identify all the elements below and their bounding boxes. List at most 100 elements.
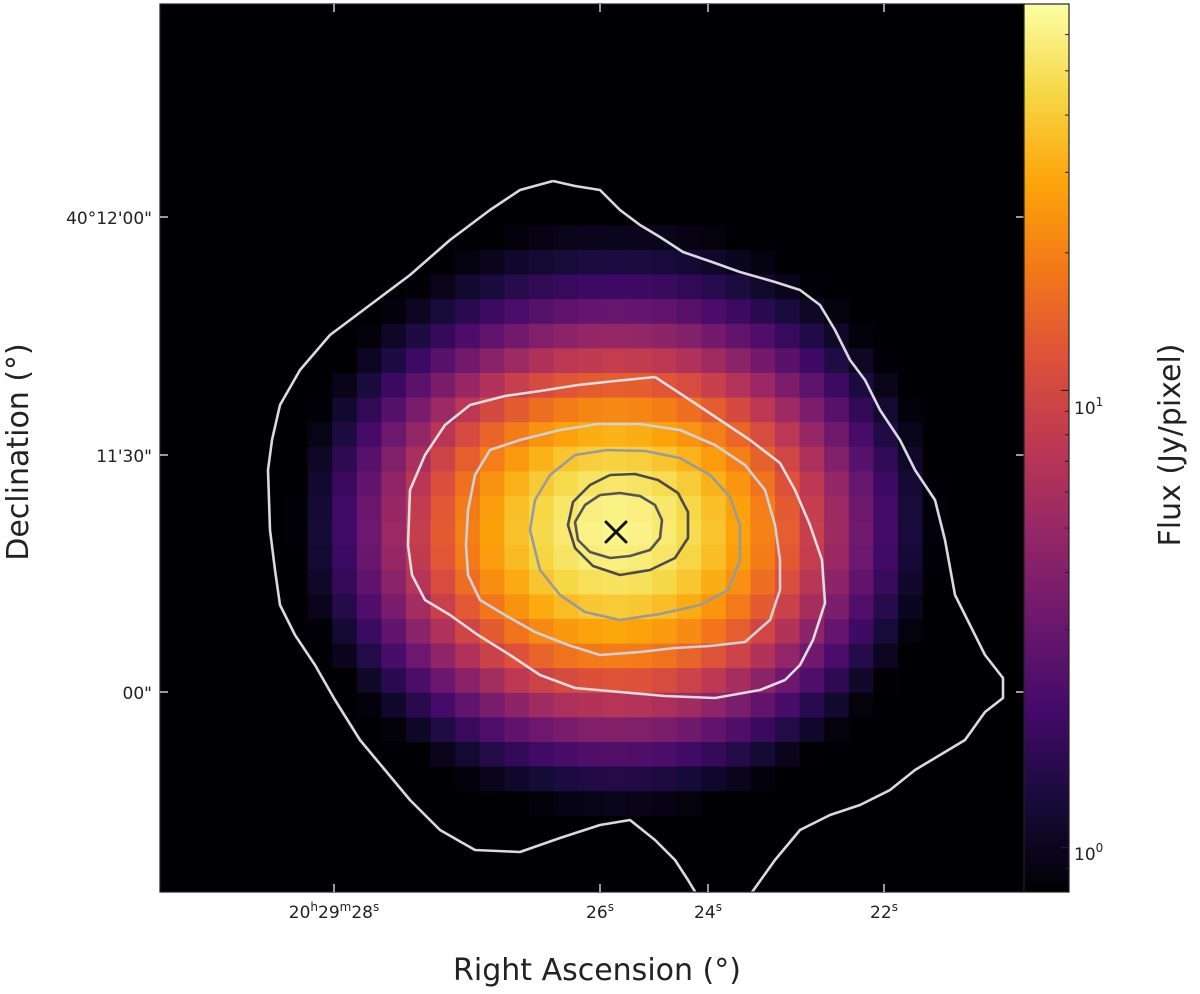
flux-pixel — [430, 446, 456, 472]
flux-pixel — [406, 889, 432, 892]
flux-pixel — [1021, 742, 1024, 768]
flux-pixel — [898, 791, 924, 817]
flux-pixel — [233, 446, 259, 472]
flux-pixel — [356, 397, 382, 423]
flux-pixel — [848, 643, 874, 669]
flux-pixel — [1021, 299, 1024, 325]
flux-pixel — [553, 53, 579, 79]
flux-pixel — [356, 815, 382, 841]
flux-pixel — [479, 692, 505, 718]
flux-pixel — [775, 742, 801, 768]
flux-pixel — [947, 225, 973, 251]
flux-pixel — [479, 766, 505, 792]
flux-pixel — [947, 791, 973, 817]
flux-pixel — [676, 28, 702, 54]
flux-pixel — [184, 176, 210, 202]
flux-pixel — [898, 102, 924, 128]
flux-pixel — [479, 619, 505, 645]
flux-pixel — [676, 742, 702, 768]
flux-pixel — [898, 4, 924, 30]
flux-pixel — [283, 791, 309, 817]
flux-pixel — [922, 151, 948, 177]
contour-level-1 — [266, 179, 697, 892]
flux-pixel — [504, 53, 530, 79]
flux-pixel — [455, 323, 481, 349]
flux-pixel — [209, 422, 235, 448]
flux-pixel — [824, 496, 850, 522]
flux-pixel — [233, 250, 259, 276]
flux-pixel — [947, 77, 973, 103]
flux-pixel — [873, 643, 899, 669]
flux-pixel — [553, 102, 579, 128]
flux-pixel — [627, 766, 653, 792]
flux-pixel — [873, 348, 899, 374]
flux-pixel — [209, 545, 235, 571]
flux-pixel — [947, 200, 973, 226]
flux-pixel — [627, 250, 653, 276]
flux-pixel — [676, 717, 702, 743]
flux-pixel — [258, 102, 284, 128]
flux-pixel — [332, 4, 358, 30]
flux-pixel — [307, 28, 333, 54]
flux-pixel — [898, 594, 924, 620]
flux-pixel — [356, 28, 382, 54]
flux-pixel — [283, 717, 309, 743]
flux-pixel — [676, 397, 702, 423]
flux-pixel — [381, 102, 407, 128]
flux-pixel — [873, 422, 899, 448]
flux-pixel — [184, 4, 210, 30]
flux-pixel — [332, 520, 358, 546]
flux-pixel — [233, 692, 259, 718]
flux-pixel — [332, 28, 358, 54]
flux-pixel — [529, 889, 555, 892]
flux-pixel — [873, 692, 899, 718]
flux-pixel — [381, 496, 407, 522]
flux-pixel — [307, 619, 333, 645]
flux-pixel — [209, 766, 235, 792]
flux-pixel — [602, 791, 628, 817]
flux-pixel — [209, 791, 235, 817]
flux-pixel — [209, 471, 235, 497]
flux-pixel — [258, 348, 284, 374]
contour-level-1b — [552, 179, 1005, 892]
flux-pixel — [307, 791, 333, 817]
flux-pixel — [233, 791, 259, 817]
flux-pixel — [873, 865, 899, 891]
flux-pixel — [627, 643, 653, 669]
flux-pixel — [701, 742, 727, 768]
flux-pixel — [627, 77, 653, 103]
flux-pixel — [824, 102, 850, 128]
flux-pixel — [184, 668, 210, 694]
flux-pixel — [307, 151, 333, 177]
flux-pixel — [947, 471, 973, 497]
flux-pixel — [922, 865, 948, 891]
flux-pixel — [996, 323, 1022, 349]
flux-pixel — [627, 4, 653, 30]
flux-pixel — [233, 102, 259, 128]
flux-pixel — [529, 643, 555, 669]
flux-pixel — [381, 520, 407, 546]
flux-pixel — [701, 496, 727, 522]
flux-pixel — [381, 422, 407, 448]
flux-pixel — [356, 102, 382, 128]
flux-pixel — [184, 28, 210, 54]
x-tick-label-part: s — [892, 900, 898, 914]
flux-pixel — [971, 373, 997, 399]
flux-pixel — [971, 53, 997, 79]
flux-pixel — [848, 127, 874, 153]
flux-pixel — [922, 348, 948, 374]
flux-pixel — [898, 692, 924, 718]
flux-pixel — [602, 619, 628, 645]
flux-pixel — [947, 250, 973, 276]
flux-pixel — [775, 791, 801, 817]
flux-pixel — [996, 200, 1022, 226]
flux-pixel — [922, 791, 948, 817]
flux-pixel — [701, 4, 727, 30]
flux-pixel — [848, 815, 874, 841]
flux-pixel — [602, 766, 628, 792]
flux-pixel — [381, 176, 407, 202]
flux-pixel — [873, 619, 899, 645]
flux-pixel — [209, 4, 235, 30]
flux-pixel — [553, 397, 579, 423]
flux-pixel — [381, 742, 407, 768]
